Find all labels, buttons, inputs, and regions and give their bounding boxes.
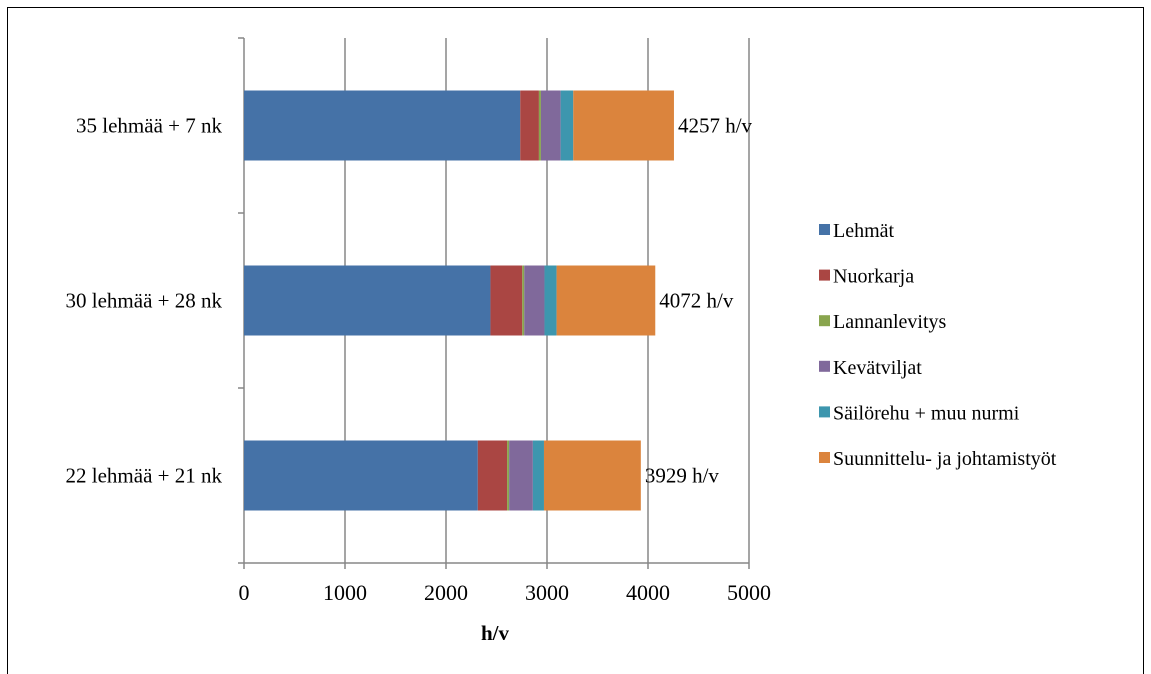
bar-segment-2 bbox=[520, 90, 539, 161]
legend-swatch bbox=[819, 360, 830, 372]
legend-swatch bbox=[819, 315, 830, 327]
category-label: 22 lehmää + 21 nk bbox=[66, 464, 223, 488]
total-label: 3929 h/v bbox=[645, 464, 720, 488]
bar-segment-6 bbox=[556, 265, 656, 336]
bar-segment-5 bbox=[560, 90, 574, 161]
bar-segment-4 bbox=[524, 265, 545, 336]
bar-segment-3 bbox=[538, 90, 541, 161]
bar-segment-1 bbox=[244, 440, 478, 511]
legend-label: Nuorkarja bbox=[833, 266, 914, 288]
bars bbox=[244, 90, 674, 511]
legend-swatch bbox=[819, 452, 830, 463]
x-tick-label: 5000 bbox=[727, 580, 771, 605]
category-labels: 35 lehmää + 7 nk 30 lehmää + 28 nk 22 lehm… bbox=[66, 114, 223, 488]
total-labels: 4257 h/v 4072 h/v 3929 h/v bbox=[645, 114, 753, 488]
x-tick-label: 3000 bbox=[525, 580, 569, 605]
bar-segment-2 bbox=[477, 440, 508, 511]
x-tick-label: 2000 bbox=[424, 580, 468, 605]
y-axis bbox=[238, 37, 245, 564]
bar-segment-1 bbox=[244, 90, 521, 161]
legend-label: Säilörehu + muu nurmi bbox=[833, 402, 1020, 424]
legend-label: Lannanlevitys bbox=[833, 311, 947, 333]
bar-segment-3 bbox=[507, 440, 510, 511]
legend-swatch bbox=[819, 269, 830, 281]
bar-segment-2 bbox=[490, 265, 523, 336]
x-tick-label: 4000 bbox=[626, 580, 670, 605]
bar-segment-5 bbox=[544, 265, 557, 336]
category-label: 30 lehmää + 28 nk bbox=[66, 289, 223, 313]
x-tick-label: 1000 bbox=[323, 580, 367, 605]
total-label: 4072 h/v bbox=[659, 289, 734, 313]
x-axis: 0 1000 2000 3000 4000 5000 bbox=[239, 562, 771, 605]
legend-label: Lehmät bbox=[833, 220, 895, 242]
legend-swatch bbox=[819, 224, 830, 235]
total-label: 4257 h/v bbox=[678, 114, 753, 138]
legend-label: Kevätviljat bbox=[833, 357, 922, 379]
bar-segment-1 bbox=[244, 265, 491, 336]
bar-segment-4 bbox=[509, 440, 533, 511]
x-axis-title: h/v bbox=[481, 621, 510, 645]
category-label: 35 lehmää + 7 nk bbox=[76, 114, 222, 138]
legend: Lehmät Nuorkarja Lannanlevitys Kevätviljat S… bbox=[819, 220, 1057, 470]
bar-segment-6 bbox=[573, 90, 674, 161]
x-tick-label: 0 bbox=[239, 580, 250, 605]
bar-segment-6 bbox=[543, 440, 641, 511]
chart-frame bbox=[7, 7, 1144, 674]
bar-segment-4 bbox=[540, 90, 561, 161]
legend-swatch bbox=[819, 406, 830, 418]
bar-segment-5 bbox=[532, 440, 544, 511]
bar-segment-3 bbox=[522, 265, 525, 336]
legend-label: Suunnittelu- ja johtamistyöt bbox=[833, 448, 1057, 470]
